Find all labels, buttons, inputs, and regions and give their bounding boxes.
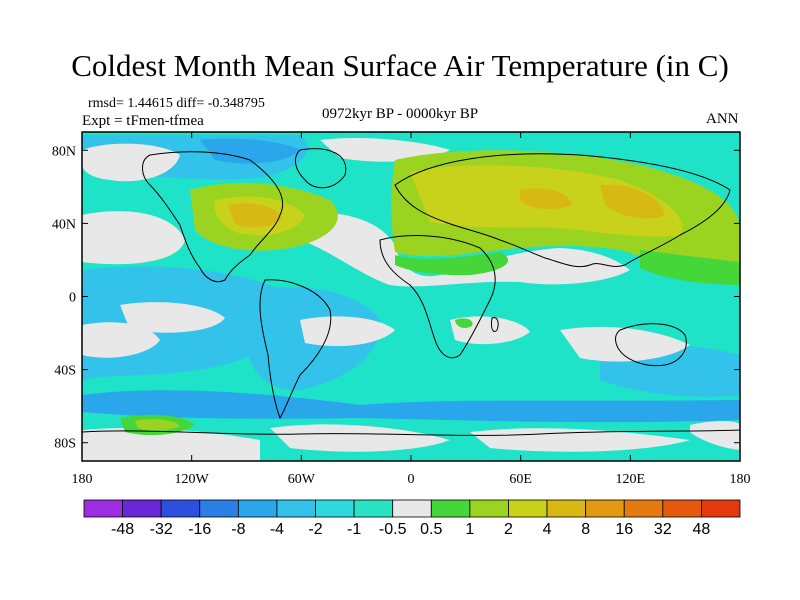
lon-tick-label: 0 bbox=[408, 472, 415, 487]
coastline-greenland bbox=[294, 148, 347, 189]
colorbar: -48 -32 -16 -8 -4 -2 -1 -0.5 0.5 1 2 4 8 16 32 48 bbox=[83, 499, 741, 538]
colorbar-swatch bbox=[237, 499, 278, 518]
latitude-axis: 80N 40N 0 40S 80S bbox=[52, 144, 740, 452]
colorbar-swatch bbox=[83, 499, 123, 518]
colorbar-label: -32 bbox=[150, 521, 173, 538]
coastline-eurasia bbox=[394, 153, 731, 268]
colorbar-label: 4 bbox=[543, 521, 552, 538]
field-patch bbox=[200, 138, 300, 164]
colorbar-swatch bbox=[546, 499, 587, 518]
season-text: ANN bbox=[706, 111, 739, 127]
field-patch bbox=[600, 184, 665, 219]
colorbar-label: 16 bbox=[615, 521, 633, 538]
colorbar-swatch bbox=[623, 499, 664, 518]
lat-tick-label: 40S bbox=[54, 364, 76, 379]
coastline-south-america bbox=[259, 279, 332, 420]
lon-tick-label: 120E bbox=[616, 472, 646, 487]
colorbar-label: 1 bbox=[465, 521, 474, 538]
field-patch bbox=[270, 424, 450, 452]
coastline-madagascar bbox=[491, 317, 499, 332]
colorbar-swatch bbox=[160, 499, 201, 518]
colorbar-swatch bbox=[469, 499, 509, 518]
coastline-africa bbox=[379, 235, 496, 359]
field-patch bbox=[300, 213, 630, 287]
coastline-north-america bbox=[142, 151, 284, 283]
colorbar-label: 48 bbox=[693, 521, 711, 538]
colorbar-label: 2 bbox=[504, 521, 513, 538]
colorbar-swatch bbox=[701, 499, 741, 518]
field-patch bbox=[395, 252, 509, 276]
field-patch bbox=[300, 316, 395, 347]
plot-title: Coldest Month Mean Surface Air Temperatu… bbox=[71, 48, 729, 83]
field-patch bbox=[82, 143, 180, 182]
colorbar-swatch bbox=[508, 499, 548, 518]
field-patch bbox=[640, 250, 740, 285]
lat-tick-label: 80N bbox=[52, 144, 76, 159]
coastline-australia bbox=[615, 323, 687, 367]
colorbar-swatch bbox=[315, 499, 355, 518]
coastline-antarctica bbox=[82, 429, 740, 436]
temperature-field bbox=[82, 132, 740, 461]
lat-tick-label: 80S bbox=[54, 437, 76, 452]
colorbar-label: -1 bbox=[347, 521, 361, 538]
colorbar-swatch bbox=[276, 499, 316, 518]
field-patch bbox=[520, 188, 572, 210]
lat-tick-label: 40N bbox=[52, 217, 76, 232]
field-patch bbox=[120, 302, 225, 333]
field-patch bbox=[560, 326, 690, 362]
longitude-axis: 180 120W 60W 0 60E 120E 180 bbox=[72, 132, 751, 487]
lon-tick-label: 60W bbox=[288, 472, 316, 487]
colorbar-label: 8 bbox=[581, 521, 590, 538]
stats-text: rmsd= 1.44615 diff= -0.348795 bbox=[88, 96, 265, 111]
field-patch bbox=[82, 390, 740, 423]
colorbar-swatch bbox=[199, 499, 239, 518]
colorbar-swatch bbox=[430, 499, 471, 518]
field-patch bbox=[82, 211, 185, 265]
lon-tick-label: 60E bbox=[509, 472, 532, 487]
colorbar-label: -16 bbox=[188, 521, 211, 538]
colorbar-label: 32 bbox=[654, 521, 672, 538]
colorbar-label: -0.5 bbox=[379, 521, 407, 538]
field-patch bbox=[228, 203, 282, 228]
colorbar-label: -48 bbox=[111, 521, 134, 538]
colorbar-swatch bbox=[122, 499, 162, 518]
colorbar-swatch bbox=[392, 499, 432, 518]
coastlines bbox=[82, 148, 740, 436]
field-patch bbox=[455, 318, 473, 328]
colorbar-label: -4 bbox=[270, 521, 284, 538]
lon-tick-label: 180 bbox=[730, 472, 751, 487]
lon-tick-label: 180 bbox=[72, 472, 93, 487]
colorbar-swatch bbox=[662, 499, 702, 518]
colorbar-label: -8 bbox=[231, 521, 245, 538]
field-patch bbox=[690, 421, 740, 450]
lat-tick-label: 0 bbox=[69, 291, 76, 306]
colorbar-label: 0.5 bbox=[420, 521, 442, 538]
field-patch bbox=[82, 322, 160, 358]
colorbar-swatch bbox=[585, 499, 625, 518]
colorbar-swatch bbox=[353, 499, 394, 518]
colorbar-label: -2 bbox=[308, 521, 322, 538]
field-patch bbox=[82, 428, 260, 461]
experiment-text: Expt = tFmen-tfmea bbox=[82, 113, 204, 129]
lon-tick-label: 120W bbox=[175, 472, 210, 487]
field-patch bbox=[135, 419, 180, 431]
period-text: 0972kyr BP - 0000kyr BP bbox=[322, 106, 479, 122]
